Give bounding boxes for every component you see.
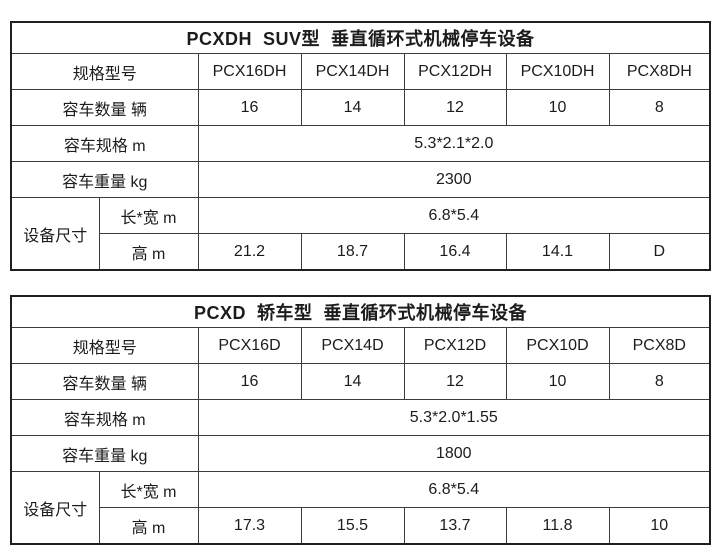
height-value-cell: 10: [608, 507, 711, 545]
height-label: 高 m: [98, 233, 199, 271]
page: PCXDH SUV型 垂直循环式机械停车设备 规格型号 PCX16DH PCX1…: [10, 21, 712, 545]
capacity-value-cell: 14: [300, 363, 405, 400]
table-row: 高 m 17.3 15.5 13.7 11.8 10: [11, 507, 711, 545]
model-name-cell: PCX14D: [300, 327, 405, 364]
car-weight-label: 容车重量 kg: [10, 435, 199, 472]
model-name-cell: PCX8D: [608, 327, 711, 364]
model-name-cell: PCX14DH: [300, 53, 405, 90]
capacity-value-cell: 14: [300, 89, 405, 126]
table-row: 容车规格 m 5.3*2.1*2.0: [10, 125, 711, 162]
capacity-value-cell: 12: [403, 89, 507, 126]
table-row: 容车数量 辆 16 14 12 10 8: [10, 89, 711, 126]
height-value-cell: 18.7: [300, 233, 405, 271]
car-weight-value: 2300: [197, 161, 711, 198]
height-value-cell: 16.4: [403, 233, 507, 271]
car-size-label: 容车规格 m: [10, 399, 199, 436]
capacity-value-cell: 10: [505, 363, 610, 400]
capacity-value-cell: 16: [197, 363, 302, 400]
model-name-cell: PCX16DH: [197, 53, 302, 90]
length-width-label: 长*宽 m: [98, 471, 199, 508]
car-size-value: 5.3*2.0*1.55: [197, 399, 711, 436]
height-value-cell: 14.1: [505, 233, 610, 271]
table-row: 设备尺寸 长*宽 m 6.8*5.4: [10, 197, 711, 271]
car-size-value: 5.3*2.1*2.0: [197, 125, 711, 162]
model-name-cell: PCX10D: [505, 327, 610, 364]
car-size-label: 容车规格 m: [10, 125, 199, 162]
equipment-size-label: 设备尺寸: [10, 197, 100, 271]
length-width-label: 长*宽 m: [98, 197, 199, 234]
height-value-cell: D: [608, 233, 711, 271]
table-row: 容车重量 kg 1800: [10, 435, 711, 472]
height-value-cell: 11.8: [505, 507, 610, 545]
table-row: 高 m 21.2 18.7 16.4 14.1 D: [11, 233, 711, 271]
length-width-value: 6.8*5.4: [197, 471, 711, 508]
table-title: PCXDH SUV型 垂直循环式机械停车设备: [10, 21, 711, 54]
model-name-cell: PCX12D: [403, 327, 507, 364]
capacity-value-cell: 16: [197, 89, 302, 126]
table-row: 规格型号 PCX16D PCX14D PCX12D PCX10D PCX8D: [10, 327, 711, 364]
table-row: 设备尺寸 长*宽 m 6.8*5.4: [10, 471, 711, 545]
spec-table-pcxdh-suv: PCXDH SUV型 垂直循环式机械停车设备 规格型号 PCX16DH PCX1…: [10, 21, 712, 271]
capacity-label: 容车数量 辆: [10, 89, 199, 126]
model-name-cell: PCX8DH: [608, 53, 711, 90]
capacity-value-cell: 8: [608, 89, 711, 126]
car-weight-value: 1800: [197, 435, 711, 472]
spec-table-pcxd-sedan: PCXD 轿车型 垂直循环式机械停车设备 规格型号 PCX16D PCX14D …: [10, 295, 712, 545]
height-value-cell: 15.5: [300, 507, 405, 545]
height-value-cell: 13.7: [403, 507, 507, 545]
table-row: 规格型号 PCX16DH PCX14DH PCX12DH PCX10DH PCX…: [10, 53, 711, 90]
height-value-cell: 21.2: [197, 233, 302, 271]
car-weight-label: 容车重量 kg: [10, 161, 199, 198]
table-row: 容车规格 m 5.3*2.0*1.55: [10, 399, 711, 436]
capacity-value-cell: 8: [608, 363, 711, 400]
model-name-cell: PCX10DH: [505, 53, 610, 90]
height-value-cell: 17.3: [197, 507, 302, 545]
length-width-value: 6.8*5.4: [197, 197, 711, 234]
equipment-size-label: 设备尺寸: [10, 471, 100, 545]
capacity-value-cell: 10: [505, 89, 610, 126]
spec-model-label: 规格型号: [10, 53, 199, 90]
table-title: PCXD 轿车型 垂直循环式机械停车设备: [10, 295, 711, 328]
table-row: 容车重量 kg 2300: [10, 161, 711, 198]
model-name-cell: PCX12DH: [403, 53, 507, 90]
height-label: 高 m: [98, 507, 199, 545]
model-name-cell: PCX16D: [197, 327, 302, 364]
capacity-value-cell: 12: [403, 363, 507, 400]
capacity-label: 容车数量 辆: [10, 363, 199, 400]
table-row: 容车数量 辆 16 14 12 10 8: [10, 363, 711, 400]
spec-model-label: 规格型号: [10, 327, 199, 364]
